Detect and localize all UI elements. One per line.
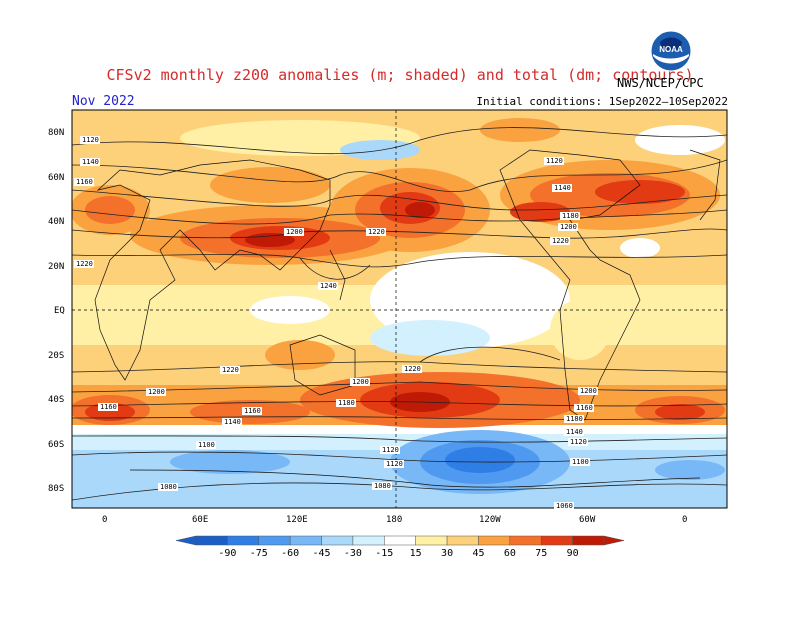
colorbar-swatch (258, 535, 291, 546)
colorbar-swatch (540, 535, 573, 546)
svg-text:1240: 1240 (320, 282, 337, 290)
svg-text:1100: 1100 (572, 458, 589, 466)
map-title: CFSv2 monthly z200 anomalies (m; shaded)… (106, 66, 694, 84)
colorbar-swatch (509, 535, 542, 546)
svg-text:1200: 1200 (580, 387, 597, 395)
svg-text:120E: 120E (286, 515, 308, 525)
svg-text:1140: 1140 (566, 428, 583, 436)
initial-conditions: Initial conditions: 1Sep2022–10Sep2022 (476, 95, 728, 108)
colorbar-swatch (384, 535, 416, 546)
svg-text:1180: 1180 (338, 399, 355, 407)
svg-text:EQ: EQ (54, 306, 65, 316)
noaa-logo: NOAA (650, 30, 692, 72)
svg-text:1120: 1120 (386, 460, 403, 468)
colorbar-label: 60 (504, 548, 516, 559)
colorbar-label: -60 (281, 548, 299, 559)
colorbar-label: -75 (250, 548, 268, 559)
svg-text:60S: 60S (48, 440, 64, 450)
svg-text:1140: 1140 (224, 418, 241, 426)
svg-text:20S: 20S (48, 351, 64, 361)
colorbar-label: -30 (344, 548, 362, 559)
svg-text:40N: 40N (48, 217, 64, 227)
svg-text:120W: 120W (479, 515, 501, 525)
svg-text:1220: 1220 (404, 365, 421, 373)
svg-text:1120: 1120 (82, 136, 99, 144)
colorbar-swatch (478, 535, 511, 546)
latitude-labels: 80N 60N 40N 20N EQ 20S 40S 60S 80S (48, 128, 65, 494)
svg-text:40S: 40S (48, 395, 64, 405)
colorbar-label: 15 (410, 548, 422, 559)
svg-text:1220: 1220 (222, 366, 239, 374)
colorbar-swatch (227, 535, 260, 546)
svg-text:80N: 80N (48, 128, 64, 138)
svg-text:1160: 1160 (76, 178, 93, 186)
svg-text:1080: 1080 (160, 483, 177, 491)
colorbar-label: 30 (441, 548, 453, 559)
svg-text:1080: 1080 (374, 482, 391, 490)
agency-label: NWS/NCEP/CPC (617, 76, 704, 90)
svg-text:1120: 1120 (382, 446, 399, 454)
svg-text:1200: 1200 (148, 388, 165, 396)
svg-text:1220: 1220 (76, 260, 93, 268)
colorbar-label: 75 (535, 548, 547, 559)
contour-labels: 1120 1140 1160 1200 1220 1220 1240 1120 … (74, 136, 598, 510)
svg-text:20N: 20N (48, 262, 64, 272)
svg-text:80S: 80S (48, 484, 64, 494)
svg-text:0: 0 (682, 515, 687, 525)
svg-text:60N: 60N (48, 173, 64, 183)
colorbar-swatch (572, 535, 605, 546)
svg-text:1200: 1200 (352, 378, 369, 386)
svg-text:1120: 1120 (570, 438, 587, 446)
colorbar-label: 90 (567, 548, 579, 559)
svg-text:NOAA: NOAA (659, 45, 683, 54)
colorbar-arrow-low (175, 535, 197, 546)
colorbar-swatch (289, 535, 322, 546)
svg-text:180: 180 (386, 515, 402, 525)
svg-text:1160: 1160 (576, 404, 593, 412)
colorbar-swatch (352, 535, 385, 546)
svg-text:60E: 60E (192, 515, 208, 525)
svg-text:1200: 1200 (560, 223, 577, 231)
colorbar-swatch (195, 535, 228, 546)
colorbar-arrow-high (603, 535, 625, 546)
svg-text:1180: 1180 (562, 212, 579, 220)
colorbar-swatch (415, 535, 448, 546)
colorbar-swatch (446, 535, 479, 546)
colorbar-label: -15 (375, 548, 393, 559)
colorbar-swatch (321, 535, 354, 546)
svg-text:1120: 1120 (546, 157, 563, 165)
svg-text:0: 0 (102, 515, 107, 525)
svg-text:1160: 1160 (100, 403, 117, 411)
svg-text:1220: 1220 (552, 237, 569, 245)
colorbar-label: 45 (472, 548, 484, 559)
forecast-month: Nov 2022 (72, 94, 135, 109)
svg-text:1200: 1200 (286, 228, 303, 236)
longitude-labels: 0 60E 120E 180 120W 60W 0 (102, 515, 687, 525)
grid-lines (72, 110, 727, 508)
svg-text:1060: 1060 (556, 502, 573, 510)
svg-text:1140: 1140 (554, 184, 571, 192)
svg-text:1160: 1160 (244, 407, 261, 415)
colorbar-label: -90 (218, 548, 236, 559)
svg-text:1140: 1140 (82, 158, 99, 166)
colorbar-label: -45 (313, 548, 331, 559)
svg-text:1180: 1180 (566, 415, 583, 423)
svg-text:1100: 1100 (198, 441, 215, 449)
svg-text:60W: 60W (579, 515, 596, 525)
colorbar: -90 -75 -60 -45 -30 -15 15 30 45 60 75 90 (175, 535, 625, 559)
svg-text:1220: 1220 (368, 228, 385, 236)
